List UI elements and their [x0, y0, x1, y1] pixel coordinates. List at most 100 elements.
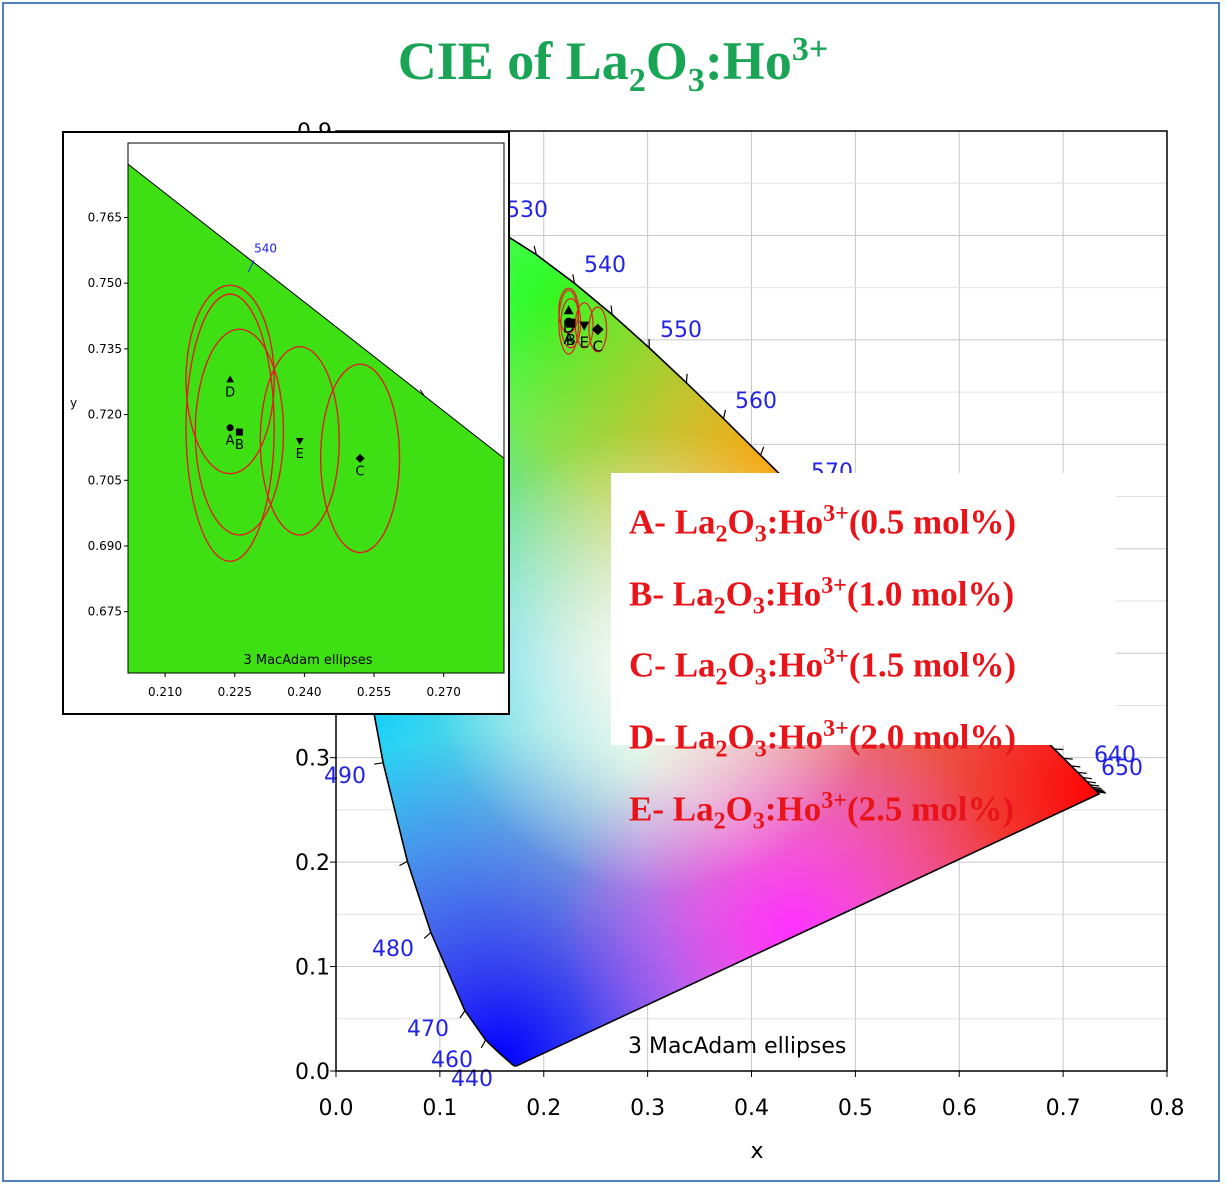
x-tick-label: 0.4	[734, 1096, 769, 1121]
wavelength-tick	[1071, 765, 1081, 768]
data-point-marker	[226, 375, 234, 383]
inset-gamut	[127, 163, 505, 674]
inset-point-label: E	[296, 447, 304, 462]
legend-item-c: C- La2O3:Ho3+(1.5 mol%)	[629, 644, 1017, 691]
y-tick-label: 0.3	[295, 747, 330, 772]
inset-y-tick-label: 0.720	[88, 408, 122, 422]
wavelength-tick	[533, 245, 537, 255]
wavelength-tick	[722, 409, 727, 419]
data-point-marker	[235, 428, 243, 436]
inset-macadam-ellipse	[319, 363, 401, 554]
data-point-label: C	[593, 337, 603, 355]
legend-item-e: E- La2O3:Ho3+(2.5 mol%)	[629, 787, 1015, 835]
inset-y-tick-label: 0.750	[88, 276, 122, 290]
wavelength-label: 640	[1094, 743, 1136, 768]
x-tick-label: 0.7	[1046, 1096, 1081, 1121]
inset-macadam-ellipse	[185, 293, 275, 563]
inset-axes: 0.210 0.225 0.240 0.255 0.270 0.675 0.690 0.705…	[88, 142, 505, 699]
wavelength-tick	[399, 860, 408, 867]
inset-point-label: D	[225, 386, 235, 401]
x-tick-label: 0.5	[838, 1096, 873, 1121]
inset-plot-border	[127, 142, 505, 674]
inset-macadam-ellipse	[259, 345, 340, 536]
wavelength-tick	[1082, 777, 1092, 780]
legend: A- La2O3:Ho3+(0.5 mol%) B- La2O3:Ho3+(1.…	[611, 473, 1116, 834]
macadam-annotation: 3 MacAdam ellipses	[628, 1034, 846, 1059]
data-point-label: D	[563, 319, 575, 337]
wavelength-tick	[759, 446, 765, 456]
wavelength-tick	[1097, 791, 1107, 794]
inset-macadam-ellipse	[185, 284, 275, 475]
wavelength-label: 560	[735, 389, 777, 414]
wavelength-tick	[423, 931, 432, 939]
data-point-marker	[355, 453, 365, 463]
spectral-locus	[339, 199, 1101, 1067]
inset-x-tick-label: 0.240	[287, 685, 321, 699]
legend-item-b: B- La2O3:Ho3+(1.0 mol%)	[629, 572, 1015, 620]
inset-x-tick-label: 0.225	[218, 685, 252, 699]
data-point-marker	[566, 318, 576, 328]
inset-x-tick-label: 0.255	[357, 685, 391, 699]
inset-y-tick-label: 0.690	[88, 539, 122, 553]
wavelength-label: 550	[660, 318, 702, 343]
wavelength-tick	[1095, 789, 1105, 793]
inset-y-tick-label: 0.705	[88, 473, 122, 487]
data-point-marker	[563, 305, 574, 315]
legend-item-a: A- La2O3:Ho3+(0.5 mol%)	[629, 501, 1017, 548]
x-tick-label: 0.0	[319, 1096, 354, 1121]
wavelength-tick	[1077, 771, 1087, 774]
x-axis-label: x	[750, 1139, 763, 1164]
inset-macadam-ellipse	[194, 328, 285, 536]
inset-y-tick-label: 0.765	[88, 210, 122, 224]
wavelength-tick	[1096, 790, 1106, 793]
data-point-marker	[591, 323, 604, 336]
wavelength-label: 470	[407, 1017, 449, 1042]
wavelength-tick	[1092, 786, 1102, 790]
wavelength-tick	[374, 762, 384, 765]
wavelength-tick	[480, 1039, 487, 1049]
wavelength-label: 530	[506, 198, 548, 223]
wavelength-tick	[1054, 748, 1064, 751]
data-point-label: E	[580, 333, 589, 351]
macadam-ellipse	[558, 289, 580, 355]
sample-points: AB CDE	[558, 287, 608, 355]
inset-y-tick-label: 0.735	[88, 342, 122, 356]
x-tick-label: 0.3	[630, 1096, 665, 1121]
wavelength-tick	[1090, 784, 1100, 787]
wavelength-label: 460	[431, 1048, 473, 1073]
data-point-marker	[295, 438, 304, 446]
inset-macadam-annotation: 3 MacAdam ellipses	[243, 653, 372, 668]
x-tick-label: 0.6	[942, 1096, 977, 1121]
y-tick-label: 0.1	[295, 956, 330, 981]
wavelength-tick	[685, 373, 688, 383]
inset-y-axis-label: y	[70, 396, 77, 410]
inset-locus-tick	[419, 389, 425, 397]
inset-chart: A B C D E 0.210 0.225 0.240 0.255 0.270 0.675 0.69…	[70, 142, 505, 699]
data-point-label: B	[566, 331, 576, 349]
wavelength-tick	[1094, 788, 1104, 791]
x-tick-label: 0.2	[526, 1096, 561, 1121]
macadam-ellipse	[558, 287, 580, 334]
inset-wavelength-tick	[247, 260, 255, 273]
inset-point-label: A	[226, 434, 235, 449]
y-tick-label: 0.2	[295, 851, 330, 876]
inset-point-label: C	[356, 464, 365, 479]
wavelength-label: 540	[584, 253, 626, 278]
wavelength-tick	[1063, 757, 1073, 760]
data-point-label: A	[564, 330, 575, 348]
macadam-ellipse	[574, 302, 594, 349]
y-tick-label: 0.0	[295, 1060, 330, 1085]
wavelength-tick	[1086, 781, 1097, 784]
x-tick-label: 0.1	[422, 1096, 457, 1121]
inset-point-label: B	[235, 438, 244, 453]
inset-wavelength-label: 540	[254, 241, 277, 255]
wavelength-tick	[610, 305, 613, 315]
wavelength-tick	[459, 1010, 466, 1019]
inset-x-tick-label: 0.210	[148, 685, 182, 699]
data-point-marker	[226, 424, 234, 432]
x-tick-label: 0.8	[1150, 1096, 1185, 1121]
data-point-marker	[579, 321, 590, 331]
page-title: CIE of La2O3:Ho3+	[397, 31, 829, 99]
legend-item-d: D- La2O3:Ho3+(2.0 mol%)	[629, 715, 1017, 763]
